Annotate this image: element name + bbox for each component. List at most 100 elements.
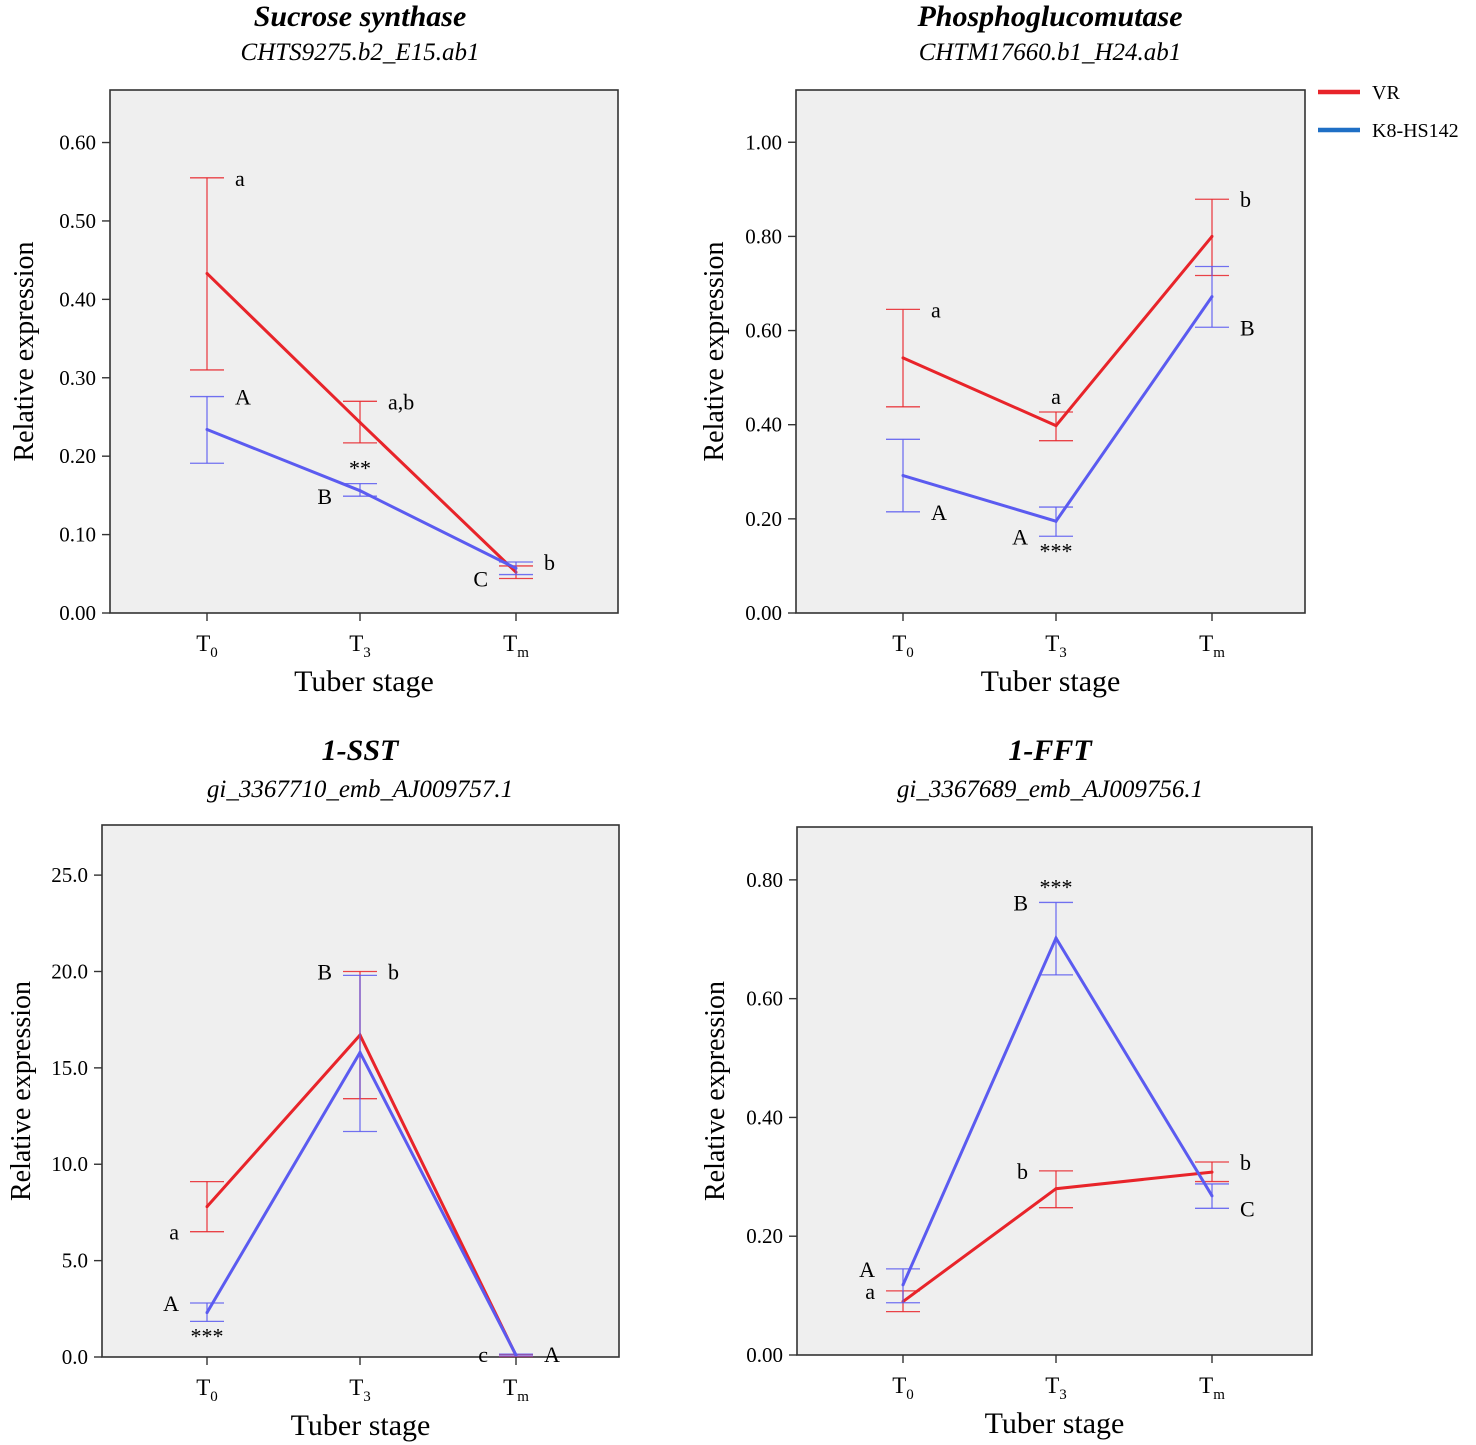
x-tick-label-base: T [1045,631,1059,656]
x-tick-label-sub: 0 [210,645,218,661]
significance-label: a,b [388,389,414,414]
legend: VR K8-HS142 [1318,82,1459,142]
x-tick-label-sub: m [1213,1387,1225,1403]
panel-title: 1-FFT [1008,734,1093,767]
x-tick-label-base: T [892,1373,906,1398]
y-tick-label: 0.40 [746,1105,783,1129]
x-tick-label-sub: 0 [906,1387,914,1403]
significance-label: *** [1040,538,1073,563]
significance-label: a [169,1220,179,1245]
panel-subtitle: gi_3367710_emb_AJ009757.1 [207,776,513,803]
data-point [1054,424,1058,428]
data-point [358,420,362,424]
data-point [901,1283,905,1287]
panel-subtitle: CHTM17660.b1_H24.ab1 [919,39,1182,66]
significance-label: c [478,1342,488,1367]
x-tick-label: T3 [349,1375,371,1405]
x-tick-label: Tm [1199,631,1225,661]
data-point [514,566,518,570]
significance-label: b [1240,1150,1251,1175]
data-point [205,271,209,275]
significance-label: a [1051,384,1061,409]
series-k8-hs142 [886,265,1229,537]
x-tick-label: T3 [349,631,371,661]
data-point [901,356,905,360]
series-vr [886,198,1229,442]
significance-label: C [473,566,488,591]
significance-label: A [544,1342,560,1367]
x-tick-label: T0 [892,1373,914,1403]
significance-label: B [317,484,332,509]
x-tick-label: Tm [503,631,529,661]
y-tick-label: 0.40 [745,413,782,437]
x-tick-label-base: T [1045,1373,1059,1398]
panel-1: Sucrose synthase CHTS9275.b2_E15.ab1 0.00 0… [9,0,619,698]
panel-2: Phosphoglucomutase CHTM17660.b1_H24.ab1 0.… [699,0,1306,698]
x-tick-label-sub: 0 [210,1389,218,1405]
significance-label: A [163,1291,179,1316]
panel-3: 1-SST gi_3367710_emb_AJ009757.1 0.0 5.0 10.0… [6,734,620,1442]
y-tick-label: 0.00 [59,601,96,625]
x-tick-label: T0 [196,1375,218,1405]
significance-label: b [1240,187,1251,212]
x-tick-label-base: T [892,631,906,656]
y-tick-label: 0.80 [745,224,782,248]
significance-label: B [1013,890,1028,915]
plot-area [796,826,1313,1356]
plot-area [109,89,619,614]
y-tick-label: 0.10 [59,523,96,547]
y-tick-label: 0.40 [59,287,96,311]
x-tick-label-base: T [196,631,210,656]
data-point [205,1205,209,1209]
data-point [1054,936,1058,940]
x-tick-label-base: T [503,631,517,656]
x-tick-label-base: T [1199,1373,1213,1398]
data-point [901,474,905,478]
x-tick-label: T3 [1045,631,1067,661]
y-tick-label: 1.00 [745,130,782,154]
x-tick-label: T3 [1045,1373,1067,1403]
significance-label: A [235,385,251,410]
x-axis-label: Tuber stage [291,1409,431,1442]
y-axis-label: Relative expression [6,981,37,1201]
significance-label: C [1240,1196,1255,1221]
x-tick-label-sub: m [1213,645,1225,661]
y-tick-label: 0.60 [745,319,782,343]
significance-label: a [865,1279,875,1304]
y-tick-label: 15.0 [51,1056,88,1080]
y-axis-label: Relative expression [9,241,40,461]
y-axis-label: Relative expression [700,981,731,1201]
series-k8-hs142 [190,974,533,1357]
x-tick-label-sub: m [517,645,529,661]
data-point [514,1353,518,1357]
y-tick-label: 0.20 [745,507,782,531]
significance-label: a [235,166,245,191]
x-tick-label-sub: 3 [363,1389,371,1405]
x-axis-label: Tuber stage [294,665,434,698]
series-vr [886,1161,1229,1313]
x-axis-label: Tuber stage [985,1407,1125,1440]
plot-area [795,89,1306,614]
data-point [205,1311,209,1315]
x-tick-label-base: T [196,1375,210,1400]
y-tick-label: 0.60 [746,987,783,1011]
y-tick-label: 0.60 [59,131,96,155]
series-k8-hs142 [886,901,1229,1304]
significance-label: ** [349,456,371,481]
data-point [1210,1194,1214,1198]
y-tick-label: 0.20 [746,1224,783,1248]
y-tick-label: 0.00 [746,1343,783,1367]
x-tick-label-sub: 3 [1059,1387,1067,1403]
data-point [1054,1187,1058,1191]
y-tick-label: 0.30 [59,366,96,390]
panel-subtitle: gi_3367689_emb_AJ009756.1 [897,776,1203,803]
data-point [358,1050,362,1054]
data-point [1054,519,1058,523]
significance-label: b [1017,1159,1028,1184]
x-tick-label-sub: 0 [906,645,914,661]
legend-label: K8-HS142 [1372,120,1459,142]
series-k8-hs142 [190,395,533,576]
x-tick-label-sub: m [517,1389,529,1405]
data-point [1210,1170,1214,1174]
